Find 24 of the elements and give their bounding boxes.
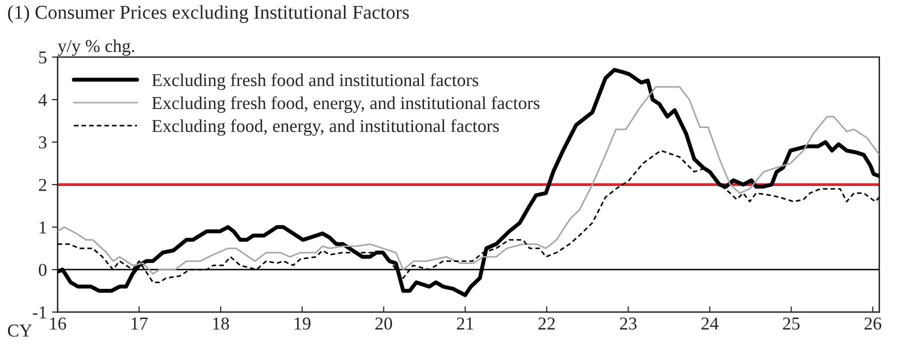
x-tick-label: 23 xyxy=(620,318,637,330)
x-tick-label: 22 xyxy=(538,318,555,330)
x-tick-label: 20 xyxy=(375,317,392,330)
y-tick-label: 2 xyxy=(38,178,46,191)
y-tick-label: 5 xyxy=(39,52,46,64)
legend-label: Excluding fresh food, energy, and institutional factors xyxy=(152,96,540,113)
legend-label: Excluding fresh food and institutional factors xyxy=(152,73,478,90)
y-tick-label: -1 xyxy=(32,306,46,318)
x-tick-label: 19 xyxy=(294,318,310,330)
chart-title: (1) Consumer Prices excluding Institutional Factors xyxy=(8,5,409,23)
legend-label: Excluding food, energy, and institutional factors xyxy=(152,119,499,136)
y-axis-title: y/y % chg. xyxy=(58,39,134,56)
y-tick-label: 4 xyxy=(38,94,47,106)
y-tick-label: 1 xyxy=(40,221,46,234)
x-tick-label: 21 xyxy=(456,318,474,330)
x-tick-label: 25 xyxy=(783,318,800,330)
y-tick-label: 0 xyxy=(38,264,46,276)
y-tick-label: 3 xyxy=(39,136,46,149)
x-tick-label: 16 xyxy=(50,318,66,330)
x-tick-label: 24 xyxy=(702,318,718,330)
x-tick-label: 26 xyxy=(864,318,882,330)
x-tick-label: 17 xyxy=(132,318,148,330)
x-tick-label: 18 xyxy=(213,317,229,330)
text: CY xyxy=(8,324,32,337)
